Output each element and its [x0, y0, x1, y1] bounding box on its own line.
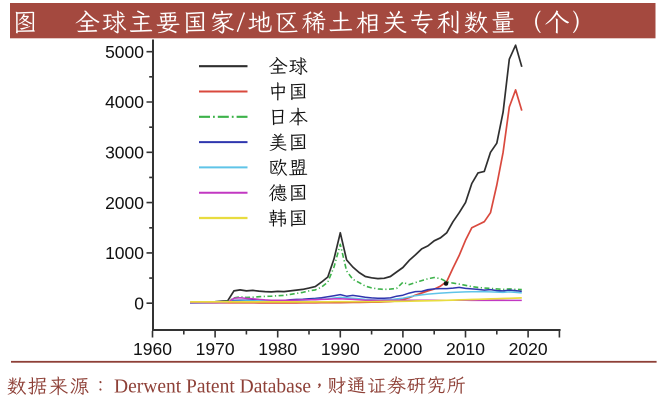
svg-text:2010: 2010 — [446, 339, 485, 359]
svg-text:2000: 2000 — [105, 193, 144, 213]
svg-text:1960: 1960 — [133, 339, 172, 359]
svg-text:1980: 1980 — [258, 339, 297, 359]
svg-text:4000: 4000 — [105, 92, 144, 112]
svg-text:Derwent Patent Database: Derwent Patent Database — [114, 377, 311, 398]
svg-text:0: 0 — [134, 293, 144, 313]
svg-text:5000: 5000 — [105, 42, 144, 62]
svg-text:2020: 2020 — [509, 339, 548, 359]
svg-text:1990: 1990 — [321, 339, 360, 359]
svg-text:1000: 1000 — [105, 243, 144, 263]
svg-text:1970: 1970 — [196, 339, 235, 359]
svg-text:3000: 3000 — [105, 143, 144, 163]
svg-text:2000: 2000 — [383, 339, 422, 359]
